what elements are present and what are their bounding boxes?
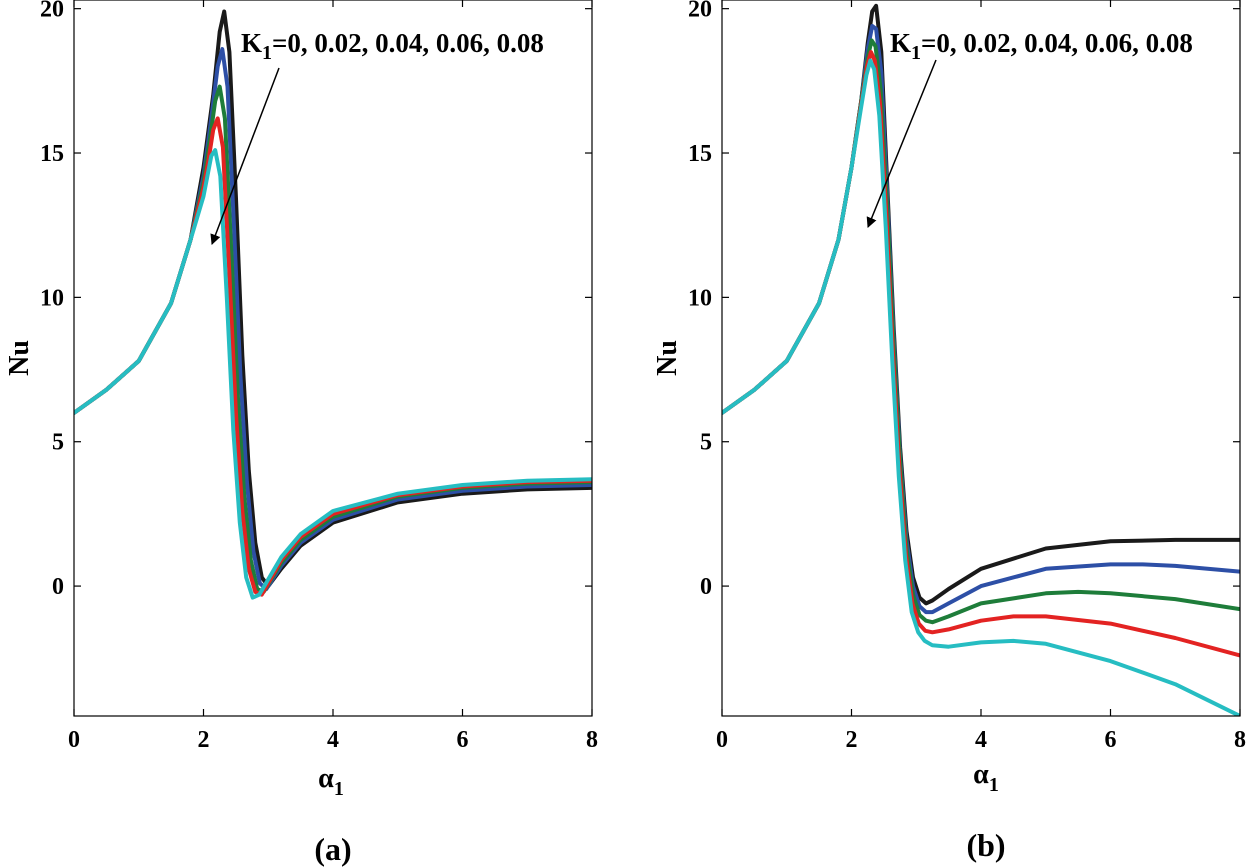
- x-tick-label: 0: [716, 727, 728, 753]
- k1-arrow: [210, 67, 280, 245]
- x-tick-label: 2: [198, 727, 210, 753]
- chart-panel-b: 0 2 4 6 8 0 5 10 15 20 Nu α1 K1=0, 0.02, 0.04, 0.…: [652, 0, 1246, 863]
- panel-label-a: (a): [314, 831, 351, 867]
- y-tick-label: 15: [688, 141, 712, 167]
- k1-annotation: K1=0, 0.02, 0.04, 0.06, 0.08: [890, 28, 1193, 64]
- series-line-4: [74, 148, 592, 600]
- panel-label-b: (b): [966, 827, 1005, 863]
- x-tick-label: 0: [68, 727, 80, 753]
- y-tick-label: 20: [688, 0, 712, 23]
- x-axis-label: α1: [318, 763, 344, 800]
- y-tick-label: 15: [40, 141, 64, 167]
- chart-panel-a: 0 2 4 6 8 0 5 10 15 20 Nu α1 K1=0, 0.02, 0.04, 0.…: [4, 0, 598, 867]
- x-tick-label: 2: [846, 727, 858, 753]
- y-tick-label: 5: [52, 430, 64, 456]
- x-tick-label: 4: [975, 727, 987, 753]
- k1-arrow: [866, 59, 937, 228]
- y-tick-label: 0: [700, 574, 712, 600]
- y-axis-label: Nu: [652, 340, 683, 376]
- x-tick-label: 6: [457, 727, 469, 753]
- y-tick-label: 10: [40, 285, 64, 311]
- x-tick-label: 6: [1105, 727, 1117, 753]
- x-axis-label: α1: [973, 759, 999, 796]
- y-tick-label: 5: [700, 430, 712, 456]
- y-tick-label: 20: [40, 0, 64, 23]
- x-tick-label: 8: [586, 727, 598, 753]
- series-line-4: [722, 58, 1240, 716]
- k1-annotation: K1=0, 0.02, 0.04, 0.06, 0.08: [241, 28, 544, 64]
- y-tick-label: 10: [688, 285, 712, 311]
- y-tick-label: 0: [52, 574, 64, 600]
- x-tick-label: 4: [327, 727, 339, 753]
- x-tick-label: 8: [1234, 727, 1246, 753]
- y-axis-label: Nu: [4, 340, 35, 376]
